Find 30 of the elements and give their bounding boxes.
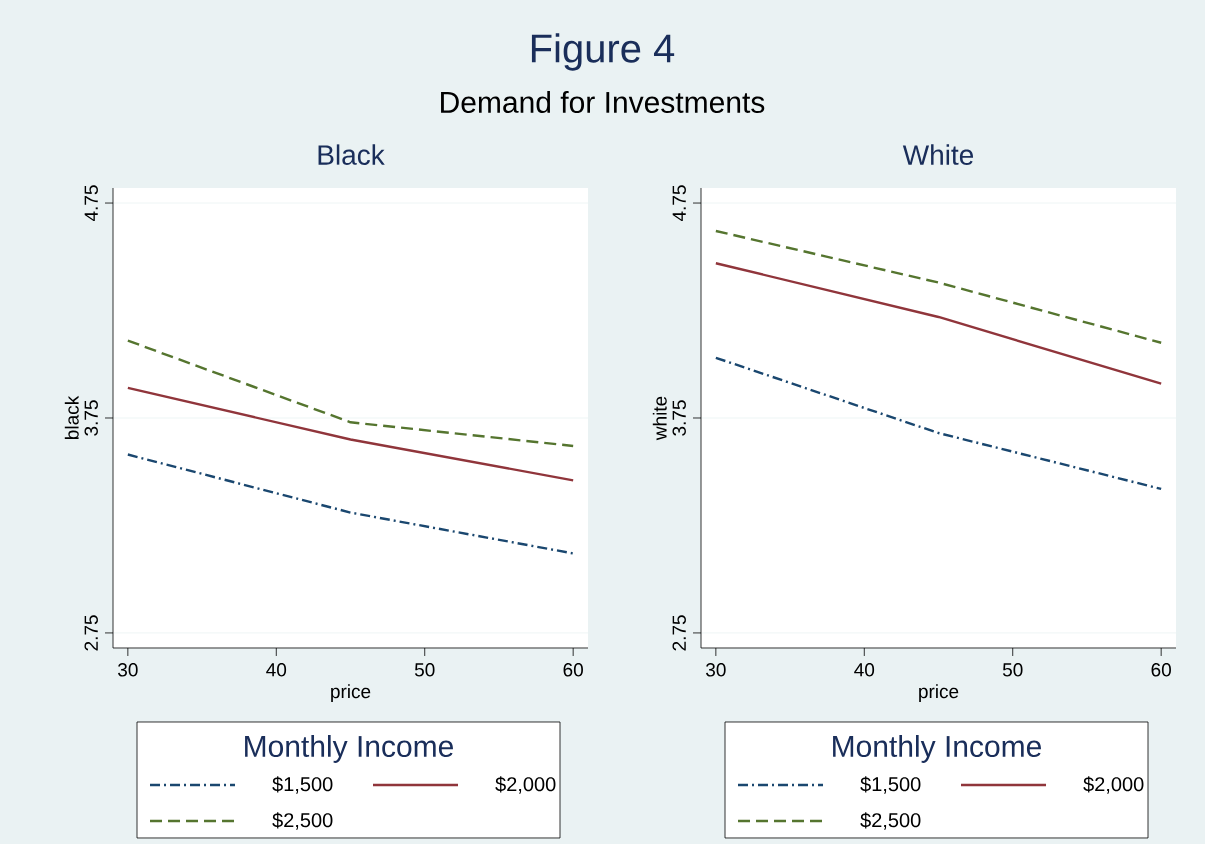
y-axis-title: black bbox=[64, 395, 79, 439]
legend-title: Monthly Income bbox=[245, 735, 453, 763]
chart-title: White bbox=[902, 144, 974, 165]
x-tick-label: 60 bbox=[563, 663, 583, 677]
y-axis-title: white bbox=[652, 396, 667, 441]
x-tick-label: 30 bbox=[118, 663, 138, 677]
legend-label: $2,000 bbox=[1083, 776, 1144, 794]
legend-label: $1,500 bbox=[272, 776, 333, 794]
x-tick-label: 40 bbox=[854, 663, 875, 677]
x-axis-title: price bbox=[919, 684, 959, 702]
y-tick-label: 2.75 bbox=[84, 615, 98, 651]
chart-title: Black bbox=[318, 144, 385, 165]
text: Demand for Investments bbox=[441, 90, 765, 113]
x-tick-label: 30 bbox=[706, 663, 726, 677]
y-tick-label: 3.75 bbox=[84, 400, 98, 436]
y-tick-label: 4.75 bbox=[672, 185, 686, 222]
legend-label: $1,500 bbox=[860, 776, 921, 794]
legend-title: Monthly Income bbox=[833, 735, 1041, 763]
legend-label: $2,500 bbox=[860, 812, 921, 830]
legend-label: $2,500 bbox=[272, 812, 333, 830]
x-tick-label: 50 bbox=[1002, 663, 1023, 677]
x-axis-title: price bbox=[331, 684, 371, 702]
legend-label: $2,000 bbox=[495, 776, 556, 794]
y-tick-label: 2.75 bbox=[672, 615, 686, 651]
x-tick-label: 50 bbox=[414, 663, 435, 677]
x-tick-label: 60 bbox=[1151, 663, 1171, 677]
y-tick-label: 3.75 bbox=[672, 400, 686, 436]
caption: Figure 4 bbox=[531, 33, 675, 71]
y-tick-label: 4.75 bbox=[84, 185, 98, 222]
x-tick-label: 40 bbox=[266, 663, 287, 677]
